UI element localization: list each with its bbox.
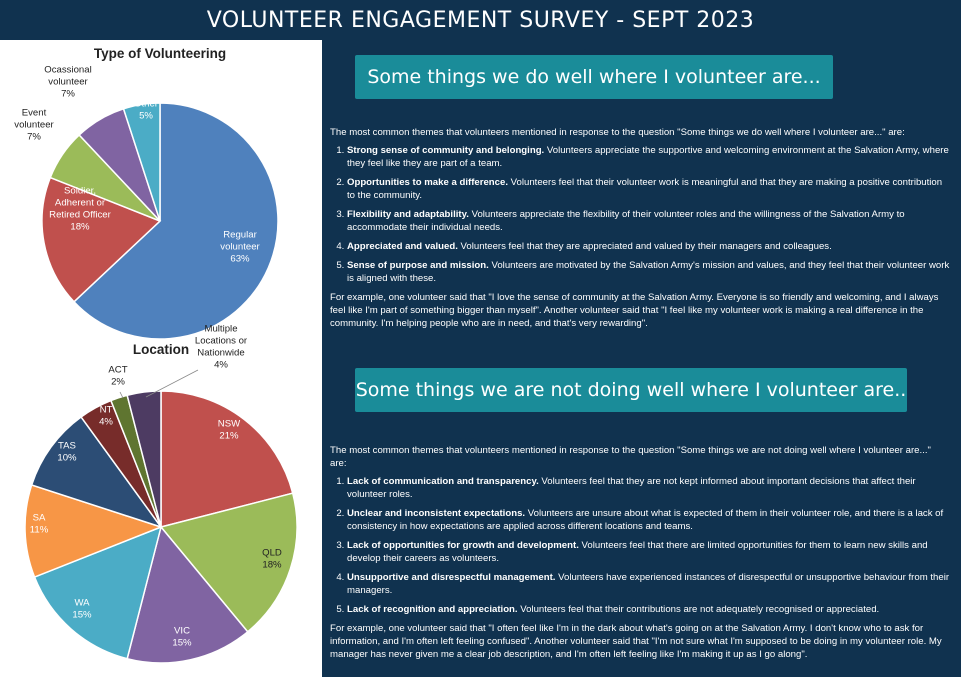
list-item-text: Volunteers feel that their contributions… — [517, 604, 880, 615]
do-well-example: For example, one volunteer said that "I … — [330, 292, 939, 329]
list-item-title: Sense of purpose and mission. — [347, 260, 489, 271]
list-item-title: Lack of recognition and appreciation. — [347, 604, 518, 615]
list-item-text: Volunteers appreciate the supportive and… — [347, 145, 949, 169]
list-item-text: Volunteers have experienced instances of… — [347, 572, 950, 596]
list-item-title: Lack of opportunities for growth and dev… — [347, 540, 579, 551]
pie-slice-multiple-locations-or-nationwide — [126, 390, 162, 528]
list-item-text: Volunteers feel that they are not kept i… — [347, 476, 916, 500]
pie-slice-soldier-adherent-or-retired-officer — [41, 176, 162, 303]
not-well-section: The most common themes that volunteers m… — [330, 444, 950, 666]
pie-slice-regular-volunteer — [72, 102, 279, 340]
slice-label-soldier-adherent-or-retired-officer: Soldier, Adherent or Retired Officer 18% — [49, 186, 111, 233]
slice-label-nt: NT 4% — [99, 405, 113, 428]
pie-slice-other — [122, 102, 161, 222]
slice-label-multiple-locations-or-nationwide: Multiple Locations or Nationwide 4% — [195, 324, 248, 371]
list-item: Opportunities to make a difference. Volu… — [347, 176, 950, 202]
leader-line — [145, 369, 199, 398]
charts-canvas: Type of Volunteering Regular volunteer 63% S… — [14, 46, 298, 664]
list-item-title: Flexibility and adaptability. — [347, 209, 469, 220]
not-well-example: For example, one volunteer said that "I … — [330, 623, 942, 660]
pie-slice-qld — [159, 492, 298, 633]
list-item-text: Volunteers feel that there are limited o… — [347, 540, 928, 564]
slice-label-event-volunteer: Event volunteer 7% — [14, 108, 54, 143]
list-item: Lack of communication and transparency. … — [347, 475, 950, 501]
slice-label-ocassional-volunteer: Ocassional volunteer 7% — [44, 65, 91, 100]
pie-slice-nsw — [160, 390, 294, 528]
slice-label-vic: VIC 15% — [172, 626, 192, 649]
pie-slice-sa — [24, 484, 164, 579]
list-item-text: Volunteers are motivated by the Salvatio… — [347, 260, 950, 284]
list-item-title: Unclear and inconsistent expectations. — [347, 508, 526, 519]
slice-label-wa: WA 15% — [72, 598, 92, 621]
list-item: Appreciated and valued. Volunteers feel … — [347, 240, 950, 253]
list-item-text: Volunteers are unsure about what is expe… — [347, 508, 944, 532]
chart-title: Type of Volunteering — [94, 46, 226, 61]
list-item-text: Volunteers feel that their volunteer wor… — [347, 177, 943, 201]
leader-line — [119, 391, 124, 399]
pie-chart-location: Location NSW 21% QLD 18% VIC 15% WA 15% SA 11% TAS 1… — [24, 324, 298, 664]
not-well-list: Lack of communication and transparency. … — [330, 475, 950, 616]
list-item-title: Lack of communication and transparency. — [347, 476, 539, 487]
list-item-title: Unsupportive and disrespectful managemen… — [347, 572, 556, 583]
page-title: VOLUNTEER ENGAGEMENT SURVEY - SEPT 2023 — [206, 7, 755, 33]
list-item: Sense of purpose and mission. Volunteers… — [347, 259, 950, 285]
list-item-title: Appreciated and valued. — [347, 241, 458, 252]
not-well-heading: Some things we are not doing well where … — [355, 368, 907, 412]
slice-label-regular-volunteer: Regular volunteer 63% — [220, 230, 260, 265]
not-well-intro: The most common themes that volunteers m… — [330, 445, 931, 469]
slice-label-other: Other 5% — [134, 99, 159, 122]
list-item: Unclear and inconsistent expectations. V… — [347, 507, 950, 533]
do-well-heading: Some things we do well where I volunteer… — [355, 55, 833, 99]
do-well-intro: The most common themes that volunteers m… — [330, 127, 905, 138]
list-item: Strong sense of community and belonging.… — [347, 144, 950, 170]
do-well-list: Strong sense of community and belonging.… — [330, 144, 950, 285]
list-item: Unsupportive and disrespectful managemen… — [347, 571, 950, 597]
pie-slice-tas — [30, 415, 163, 529]
slice-label-sa: SA 11% — [30, 513, 49, 536]
pie-slice-wa — [33, 525, 163, 660]
chart-title: Location — [133, 342, 189, 357]
list-item-title: Opportunities to make a difference. — [347, 177, 508, 188]
list-item-text: Volunteers feel that they are appreciate… — [457, 241, 832, 252]
list-item-title: Strong sense of community and belonging. — [347, 145, 545, 156]
slice-label-qld: QLD 18% — [262, 548, 282, 571]
pie-chart-type-of-volunteering: Type of Volunteering Regular volunteer 63% S… — [14, 46, 279, 340]
list-item-text: Volunteers appreciate the flexibility of… — [347, 209, 905, 233]
slice-label-act: ACT 2% — [108, 365, 127, 388]
list-item: Lack of opportunities for growth and dev… — [347, 539, 950, 565]
slice-label-tas: TAS 10% — [57, 441, 77, 464]
do-well-section: The most common themes that volunteers m… — [330, 126, 950, 335]
list-item: Lack of recognition and appreciation. Vo… — [347, 603, 950, 616]
list-item: Flexibility and adaptability. Volunteers… — [347, 208, 950, 234]
slice-label-nsw: NSW 21% — [218, 419, 241, 442]
pie-slice-vic — [126, 525, 249, 664]
